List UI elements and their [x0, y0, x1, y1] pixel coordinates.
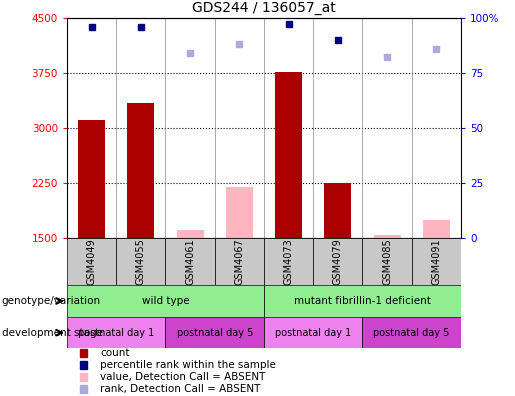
Bar [165, 317, 264, 348]
Text: postnatal day 5: postnatal day 5 [373, 327, 450, 338]
Title: GDS244 / 136057_at: GDS244 / 136057_at [192, 2, 336, 15]
Bar [67, 285, 264, 317]
Bar [411, 238, 461, 285]
Text: rank, Detection Call = ABSENT: rank, Detection Call = ABSENT [100, 384, 261, 394]
Bar [363, 317, 461, 348]
Bar [127, 103, 154, 238]
Bar [80, 349, 87, 357]
Text: mutant fibrillin-1 deficient: mutant fibrillin-1 deficient [294, 296, 431, 306]
Text: postnatal day 1: postnatal day 1 [275, 327, 351, 338]
Bar [226, 187, 253, 238]
Bar [264, 317, 363, 348]
Bar [423, 220, 450, 238]
Bar [264, 238, 313, 285]
Bar [80, 385, 87, 393]
Bar [67, 317, 165, 348]
Text: GSM4055: GSM4055 [136, 238, 146, 285]
Text: GSM4091: GSM4091 [431, 238, 441, 285]
Text: count: count [100, 348, 130, 358]
Text: value, Detection Call = ABSENT: value, Detection Call = ABSENT [100, 372, 266, 382]
Bar [165, 238, 215, 285]
Text: GSM4079: GSM4079 [333, 238, 343, 285]
Bar [373, 235, 401, 238]
Bar [363, 238, 411, 285]
Text: development stage: development stage [2, 327, 102, 338]
Bar [324, 183, 351, 238]
Text: GSM4067: GSM4067 [234, 238, 244, 285]
Bar [313, 238, 363, 285]
Bar [264, 285, 461, 317]
Bar [78, 120, 105, 238]
Text: GSM4073: GSM4073 [284, 238, 294, 285]
Text: wild type: wild type [142, 296, 189, 306]
Bar [275, 72, 302, 238]
Bar [116, 238, 165, 285]
Text: GSM4061: GSM4061 [185, 238, 195, 285]
Bar [177, 230, 203, 238]
Text: percentile rank within the sample: percentile rank within the sample [100, 360, 277, 370]
Text: GSM4049: GSM4049 [87, 238, 97, 285]
Text: genotype/variation: genotype/variation [2, 296, 100, 306]
Bar [80, 361, 87, 369]
Text: postnatal day 1: postnatal day 1 [78, 327, 154, 338]
Text: GSM4085: GSM4085 [382, 238, 392, 285]
Bar [67, 238, 116, 285]
Text: postnatal day 5: postnatal day 5 [177, 327, 253, 338]
Bar [80, 373, 87, 381]
Bar [215, 238, 264, 285]
